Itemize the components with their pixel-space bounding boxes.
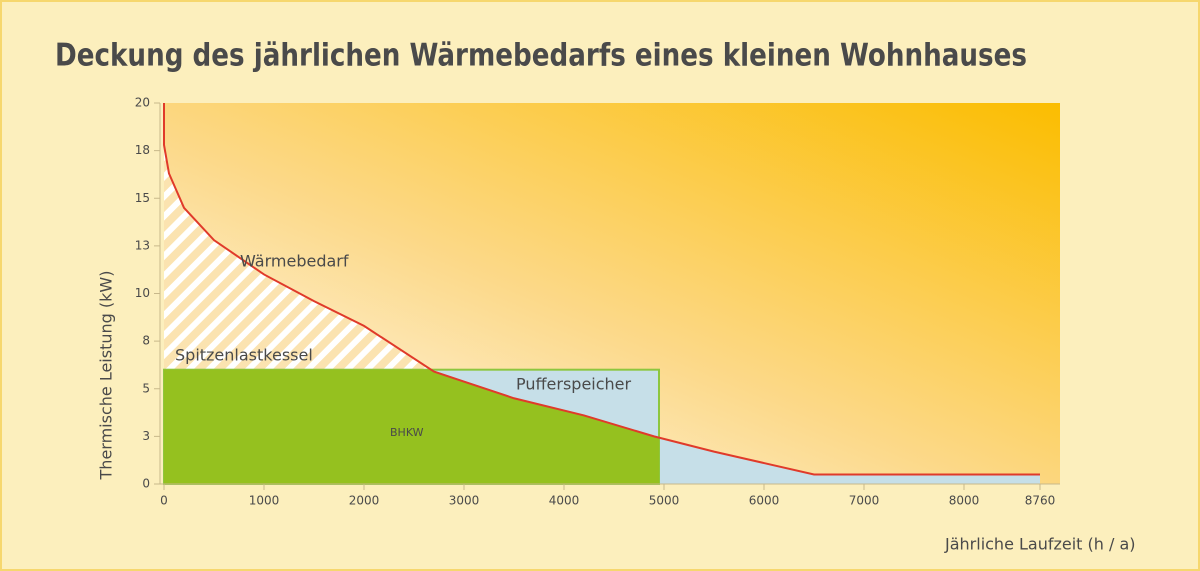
y-tick-label: 18: [135, 143, 150, 157]
x-tick-label: 8000: [949, 494, 980, 508]
x-tick-label: 7000: [849, 494, 880, 508]
x-tick-label: 8760: [1025, 494, 1056, 508]
y-tick-label: 13: [135, 238, 150, 252]
peak-load-area: [164, 103, 432, 370]
label-chp: BHKW: [390, 426, 424, 439]
buffer-tail-area: [659, 437, 1040, 484]
y-tick-label: 10: [135, 286, 150, 300]
y-tick-label: 8: [142, 334, 150, 348]
annotation-peak: Spitzenlastkessel: [175, 346, 313, 365]
demand-line: [163, 103, 1040, 476]
y-tick-label: 3: [142, 429, 150, 443]
y-tick-label: 0: [142, 477, 150, 491]
legend-demand: Wärmebedarf: [240, 252, 349, 271]
x-tick-label: 0: [160, 494, 168, 508]
x-tick-label: 4000: [549, 494, 580, 508]
x-tick-label: 6000: [749, 494, 780, 508]
x-axis-label: Jährliche Laufzeit (h / a): [944, 535, 1136, 554]
chart-title: Deckung des jährlichen Wärmebedarfs eine…: [55, 38, 1027, 74]
y-axis-label: Thermische Leistung (kW): [97, 271, 116, 481]
y-tick-label: 15: [135, 191, 150, 205]
x-tick-label: 2000: [349, 494, 380, 508]
x-tick-label: 1000: [249, 494, 280, 508]
y-tick-label: 20: [135, 96, 150, 110]
label-buffer: Pufferspeicher: [516, 375, 632, 394]
y-tick-label: 5: [142, 381, 150, 395]
x-tick-label: 3000: [449, 494, 480, 508]
x-tick-label: 5000: [649, 494, 680, 508]
